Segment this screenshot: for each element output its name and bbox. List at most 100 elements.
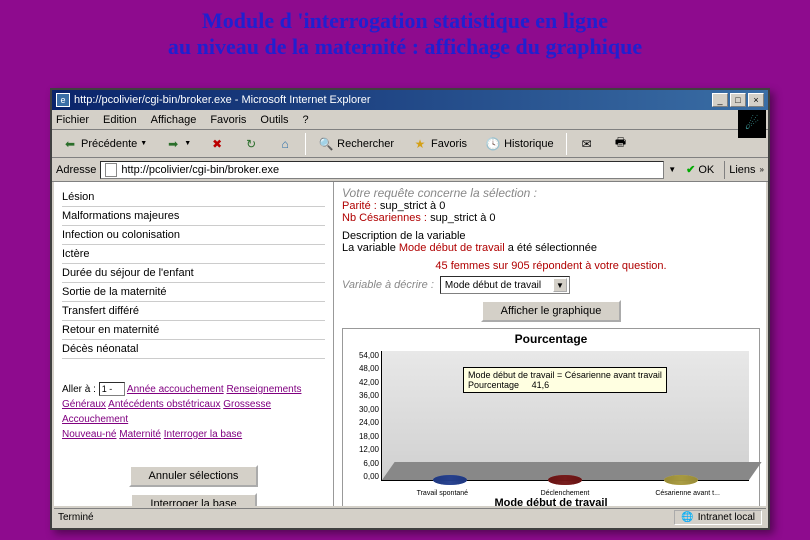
rubric-item[interactable]: Lésion (62, 188, 325, 207)
link-renseignements[interactable]: Renseignements (226, 384, 301, 395)
menu-view[interactable]: Affichage (151, 114, 197, 126)
refresh-icon: ↻ (243, 136, 259, 152)
favorites-button[interactable]: ★ Favoris (406, 133, 473, 155)
rubric-item[interactable]: Décès néonatal (62, 340, 325, 359)
menu-help[interactable]: ? (303, 114, 309, 126)
x-tick-label: Déclenchement (504, 490, 625, 497)
y-tick-label: 12,00 (347, 445, 379, 454)
link-maternite[interactable]: Maternité (119, 429, 161, 440)
separator (566, 133, 567, 155)
variable-description: Description de la variable La variable M… (342, 230, 760, 254)
print-icon: 🖶 (613, 136, 629, 152)
link-grossesse[interactable]: Grossesse (223, 399, 271, 410)
page-content: LésionMalformations majeuresInfection ou… (54, 182, 766, 506)
nav-select[interactable]: 1 - (99, 382, 125, 396)
status-text: Terminé (58, 512, 94, 523)
separator (62, 370, 325, 371)
search-icon: 🔍 (318, 136, 334, 152)
separator (724, 161, 725, 179)
history-icon: 🕓 (485, 136, 501, 152)
y-tick-label: 42,00 (347, 378, 379, 387)
y-tick-label: 48,00 (347, 364, 379, 373)
query-l2-label: Nb Césariennes : (342, 212, 427, 224)
address-input[interactable]: http://pcolivier/cgi-bin/broker.exe (100, 161, 664, 179)
variable-select-value: Mode début de travail (445, 280, 541, 291)
y-tick-label: 36,00 (347, 391, 379, 400)
print-button[interactable]: 🖶 (607, 133, 635, 155)
stop-button[interactable]: ✖ (203, 133, 231, 155)
cancel-selections-button[interactable]: Annuler sélections (129, 465, 259, 487)
link-generaux[interactable]: Généraux (62, 399, 106, 410)
link-interroger[interactable]: Interroger la base (164, 429, 242, 440)
variable-select[interactable]: Mode début de travail ▼ (440, 276, 570, 294)
rubric-item[interactable]: Sortie de la maternité (62, 283, 325, 302)
go-button[interactable]: ✔ OK (680, 163, 720, 176)
close-button[interactable]: × (748, 93, 764, 107)
rubric-item[interactable]: Infection ou colonisation (62, 226, 325, 245)
query-l1-label: Parité : (342, 200, 377, 212)
menu-file[interactable]: Fichier (56, 114, 89, 126)
maximize-button[interactable]: □ (730, 93, 746, 107)
minimize-button[interactable]: _ (712, 93, 728, 107)
show-chart-wrap: Afficher le graphique (342, 300, 760, 322)
query-base-button[interactable]: Interroger la base (130, 493, 256, 506)
ie-page-icon: e (56, 93, 70, 107)
menu-tools[interactable]: Outils (260, 114, 288, 126)
refresh-button[interactable]: ↻ (237, 133, 265, 155)
var-select-label: Variable à décrire : (342, 279, 434, 291)
y-tick-label: 6,00 (347, 459, 379, 468)
forward-button[interactable]: ➡ ▼ (159, 133, 197, 155)
var-sentence-pre: La variable (342, 242, 396, 254)
menu-favorites[interactable]: Favoris (210, 114, 246, 126)
history-button[interactable]: 🕓 Historique (479, 133, 560, 155)
chart-x-labels: Travail spontanéDéclenchementCésarienne … (381, 490, 749, 497)
chevron-right-icon: » (760, 165, 764, 174)
chevron-down-icon[interactable]: ▼ (668, 165, 676, 174)
home-icon: ⌂ (277, 136, 293, 152)
menu-edit[interactable]: Edition (103, 114, 137, 126)
forward-arrow-icon: ➡ (165, 136, 181, 152)
rubric-item[interactable]: Malformations majeures (62, 207, 325, 226)
link-nouveaune[interactable]: Nouveau-né (62, 429, 116, 440)
show-chart-button[interactable]: Afficher le graphique (481, 300, 622, 322)
rubric-item[interactable]: Retour en maternité (62, 321, 325, 340)
globe-icon: 🌐 (681, 512, 693, 523)
ie-throbber-icon: ☄ (738, 110, 766, 138)
slide-title: Module d 'interrogation statistique en l… (0, 0, 810, 73)
document-icon (105, 163, 117, 177)
mail-button[interactable]: ✉ (573, 133, 601, 155)
tooltip-line1: Mode début de travail = Césarienne avant… (468, 370, 662, 380)
rubric-item[interactable]: Transfert différé (62, 302, 325, 321)
chart-y-ticks: 54,0048,0042,0036,0030,0024,0018,0012,00… (347, 351, 379, 481)
y-tick-label: 18,00 (347, 432, 379, 441)
chart-tooltip: Mode début de travail = Césarienne avant… (463, 367, 667, 393)
rubric-item[interactable]: Ictère (62, 245, 325, 264)
var-sentence-post: a été sélectionnée (508, 242, 597, 254)
security-zone-label: Intranet local (698, 512, 755, 523)
separator (305, 133, 306, 155)
links-label[interactable]: Liens (729, 164, 755, 176)
home-button[interactable]: ⌂ (271, 133, 299, 155)
toolbar: ⬅ Précédente ▼ ➡ ▼ ✖ ↻ ⌂ 🔍 Rechercher ★ … (52, 130, 768, 158)
link-accouchement[interactable]: Accouchement (62, 414, 128, 425)
titlebar: e http://pcolivier/cgi-bin/broker.exe - … (52, 90, 768, 110)
var-desc-head: Description de la variable (342, 230, 760, 242)
slide-title-line1: Module d 'interrogation statistique en l… (20, 8, 790, 34)
mail-icon: ✉ (579, 136, 595, 152)
rubric-list: LésionMalformations majeuresInfection ou… (54, 182, 333, 365)
rubric-item[interactable]: Durée du séjour de l'enfant (62, 264, 325, 283)
query-intro: Votre requête concerne la sélection : (342, 186, 760, 200)
link-annee[interactable]: Année accouchement (127, 384, 224, 395)
link-antecedents[interactable]: Antécédents obstétricaux (108, 399, 220, 410)
back-button[interactable]: ⬅ Précédente ▼ (56, 133, 153, 155)
search-button[interactable]: 🔍 Rechercher (312, 133, 400, 155)
check-icon: ✔ (686, 163, 695, 176)
favorites-label: Favoris (431, 138, 467, 150)
window-controls: _ □ × (712, 93, 764, 107)
back-arrow-icon: ⬅ (62, 136, 78, 152)
addressbar: Adresse http://pcolivier/cgi-bin/broker.… (52, 158, 768, 182)
variable-select-row: Variable à décrire : Mode début de trava… (342, 276, 760, 294)
tooltip-metric-label: Pourcentage (468, 380, 519, 390)
security-zone: 🌐 Intranet local (674, 510, 762, 525)
result-count: 45 femmes sur 905 répondent à votre ques… (342, 260, 760, 272)
